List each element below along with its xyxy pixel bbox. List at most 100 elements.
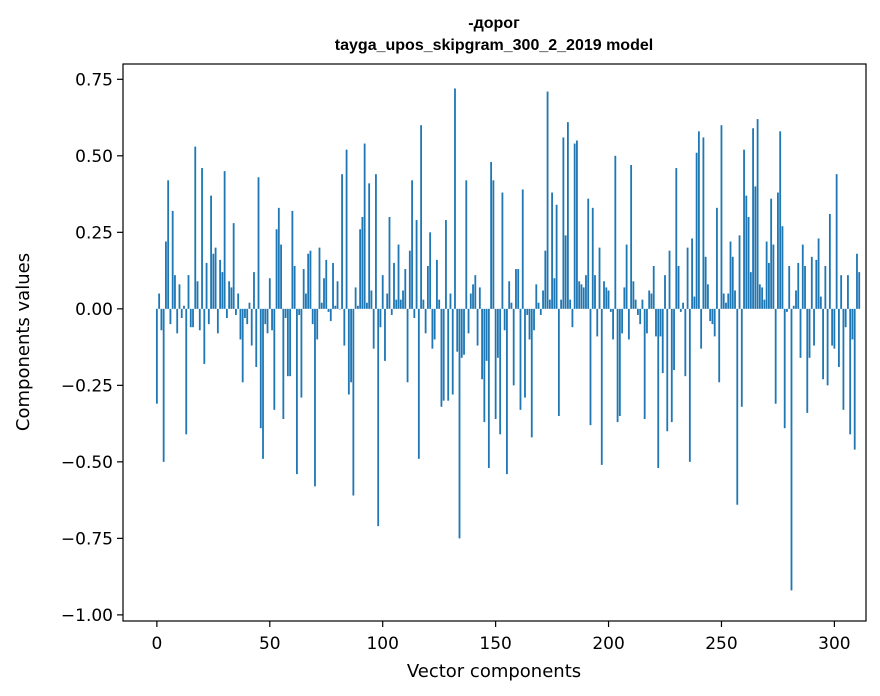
bar-66 bbox=[305, 293, 307, 309]
bar-130 bbox=[449, 293, 452, 309]
bar-16 bbox=[192, 308, 194, 328]
bar-244 bbox=[707, 284, 709, 309]
bar-184 bbox=[571, 308, 574, 328]
bar-162 bbox=[521, 189, 524, 309]
bar-161 bbox=[519, 308, 522, 410]
bar-311 bbox=[858, 272, 861, 309]
bar-134 bbox=[458, 308, 461, 539]
bar-111 bbox=[406, 308, 409, 383]
bar-10 bbox=[178, 284, 181, 309]
x-axis-label: Vector components bbox=[407, 661, 581, 682]
bar-151 bbox=[496, 308, 499, 358]
bar-41 bbox=[248, 302, 251, 309]
bar-series bbox=[155, 88, 861, 591]
bar-0 bbox=[155, 308, 158, 404]
bar-99 bbox=[379, 308, 382, 328]
bar-300 bbox=[833, 308, 836, 349]
bar-157 bbox=[510, 302, 513, 309]
bar-62 bbox=[295, 308, 298, 475]
bar-117 bbox=[420, 125, 423, 309]
bar-176 bbox=[553, 278, 556, 309]
bar-45 bbox=[257, 177, 260, 309]
bar-139 bbox=[469, 293, 472, 309]
bar-267 bbox=[758, 284, 761, 309]
bar-194 bbox=[594, 275, 596, 309]
bar-69 bbox=[311, 308, 314, 325]
bar-35 bbox=[235, 308, 237, 315]
bar-270 bbox=[765, 241, 768, 309]
bar-116 bbox=[417, 308, 420, 459]
x-tick-label: 250 bbox=[705, 634, 737, 654]
bar-275 bbox=[777, 192, 779, 309]
bar-146 bbox=[485, 308, 488, 361]
bar-31 bbox=[225, 308, 228, 319]
y-tick-label: −0.75 bbox=[61, 529, 113, 549]
bar-205 bbox=[618, 308, 621, 416]
bar-143 bbox=[478, 287, 481, 309]
bar-149 bbox=[492, 180, 495, 309]
bar-175 bbox=[551, 192, 553, 309]
bar-83 bbox=[343, 308, 346, 346]
bar-12 bbox=[183, 305, 185, 309]
bar-193 bbox=[591, 207, 594, 309]
bar-80 bbox=[336, 281, 339, 309]
bar-40 bbox=[246, 308, 249, 325]
bar-39 bbox=[244, 308, 246, 319]
bar-42 bbox=[250, 308, 253, 346]
bar-56 bbox=[282, 308, 285, 420]
y-tick-label: −0.25 bbox=[61, 376, 113, 396]
bar-156 bbox=[508, 281, 511, 309]
bar-238 bbox=[693, 296, 696, 309]
bar-212 bbox=[634, 299, 637, 309]
bar-98 bbox=[377, 308, 380, 527]
bar-63 bbox=[298, 308, 301, 315]
bar-203 bbox=[614, 155, 617, 309]
bar-199 bbox=[605, 287, 608, 309]
bar-214 bbox=[639, 308, 642, 325]
bar-81 bbox=[338, 308, 341, 310]
bar-96 bbox=[372, 308, 375, 349]
bar-183 bbox=[569, 299, 572, 309]
bar-191 bbox=[587, 198, 590, 309]
bar-204 bbox=[616, 308, 619, 423]
bar-165 bbox=[528, 308, 531, 340]
bar-292 bbox=[815, 259, 818, 309]
bar-89 bbox=[356, 305, 359, 309]
bar-166 bbox=[530, 308, 533, 438]
bar-73 bbox=[320, 302, 323, 309]
bar-160 bbox=[517, 269, 520, 309]
bar-168 bbox=[535, 284, 538, 309]
bar-211 bbox=[632, 281, 635, 309]
bar-215 bbox=[641, 299, 644, 309]
bar-54 bbox=[277, 207, 280, 309]
bar-289 bbox=[808, 308, 811, 358]
bar-179 bbox=[560, 299, 563, 309]
bar-82 bbox=[341, 174, 343, 309]
bar-147 bbox=[487, 308, 490, 468]
bar-242 bbox=[702, 137, 705, 309]
bar-187 bbox=[578, 281, 581, 309]
bar-68 bbox=[309, 250, 312, 309]
bar-277 bbox=[781, 226, 784, 309]
bar-14 bbox=[187, 275, 190, 309]
bar-276 bbox=[779, 131, 782, 309]
bar-181 bbox=[564, 235, 567, 309]
bar-182 bbox=[566, 122, 569, 309]
bar-196 bbox=[598, 247, 601, 309]
bar-84 bbox=[345, 149, 348, 309]
bar-7 bbox=[171, 210, 174, 309]
bar-188 bbox=[580, 284, 583, 309]
bar-107 bbox=[397, 244, 400, 309]
bar-197 bbox=[600, 308, 603, 465]
bar-95 bbox=[370, 290, 373, 309]
bar-198 bbox=[603, 281, 605, 309]
bar-51 bbox=[271, 308, 273, 331]
bar-133 bbox=[456, 308, 459, 352]
bar-85 bbox=[347, 308, 350, 395]
bar-115 bbox=[415, 220, 418, 309]
bar-3 bbox=[162, 308, 165, 462]
bar-26 bbox=[214, 247, 217, 309]
bar-128 bbox=[445, 220, 447, 309]
bar-120 bbox=[426, 265, 429, 309]
bar-118 bbox=[422, 299, 425, 309]
